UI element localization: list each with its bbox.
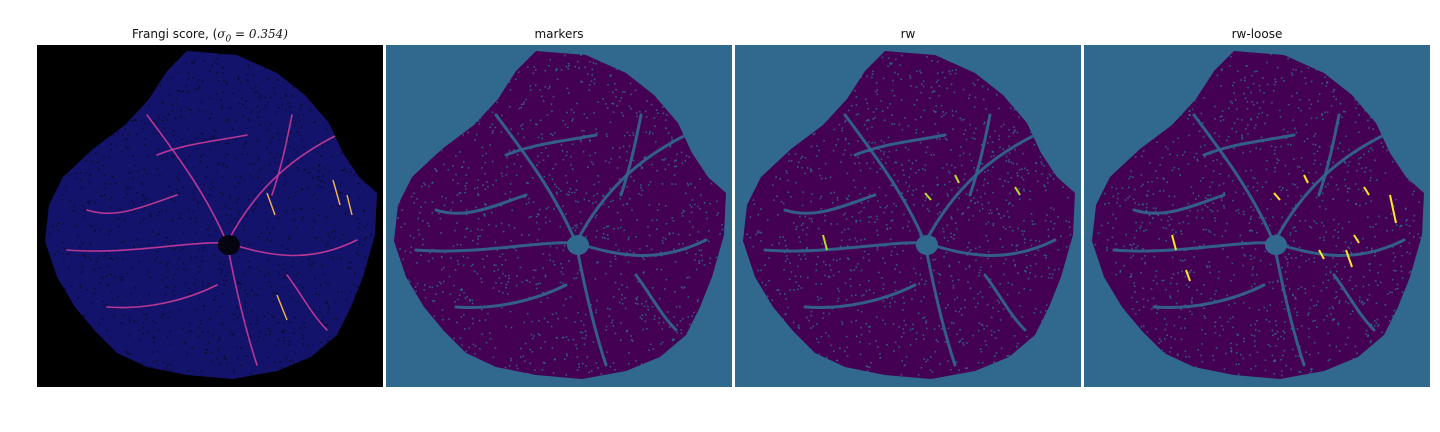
frangi-score-image (37, 45, 383, 387)
markers-optic-disc (567, 235, 589, 255)
rw-loose-optic-disc (1265, 235, 1287, 255)
frangi-retina-region (45, 51, 377, 379)
markers-image (386, 45, 732, 387)
rw-loose-retina-region (1092, 51, 1424, 379)
rw-highlights (822, 174, 1021, 251)
markers-retina-region (394, 51, 726, 379)
rw-loose-highlights (1171, 174, 1397, 282)
frangi-speckle (47, 53, 375, 379)
rw-loose-image (1084, 45, 1430, 387)
rw-loose-vessels (1112, 113, 1406, 367)
rw-optic-disc (916, 235, 938, 255)
panel-title-frangi: Frangi score, (σ0 = 0.354) (132, 27, 288, 45)
markers-vessels (414, 113, 708, 367)
rw-retina-region (743, 51, 1075, 379)
panel-title-markers: markers (534, 27, 584, 41)
frangi-strong-response (266, 179, 353, 321)
rw-svg (735, 45, 1081, 387)
frangi-vessels (66, 114, 358, 366)
rw-vessels (763, 113, 1057, 367)
frangi-optic-disc (218, 235, 240, 255)
rw-image (735, 45, 1081, 387)
markers-svg (386, 45, 732, 387)
panel-title-rw-loose: rw-loose (1231, 27, 1283, 41)
rw-loose-svg (1084, 45, 1430, 387)
panel-title-rw: rw (900, 27, 916, 41)
frangi-svg (37, 45, 383, 387)
